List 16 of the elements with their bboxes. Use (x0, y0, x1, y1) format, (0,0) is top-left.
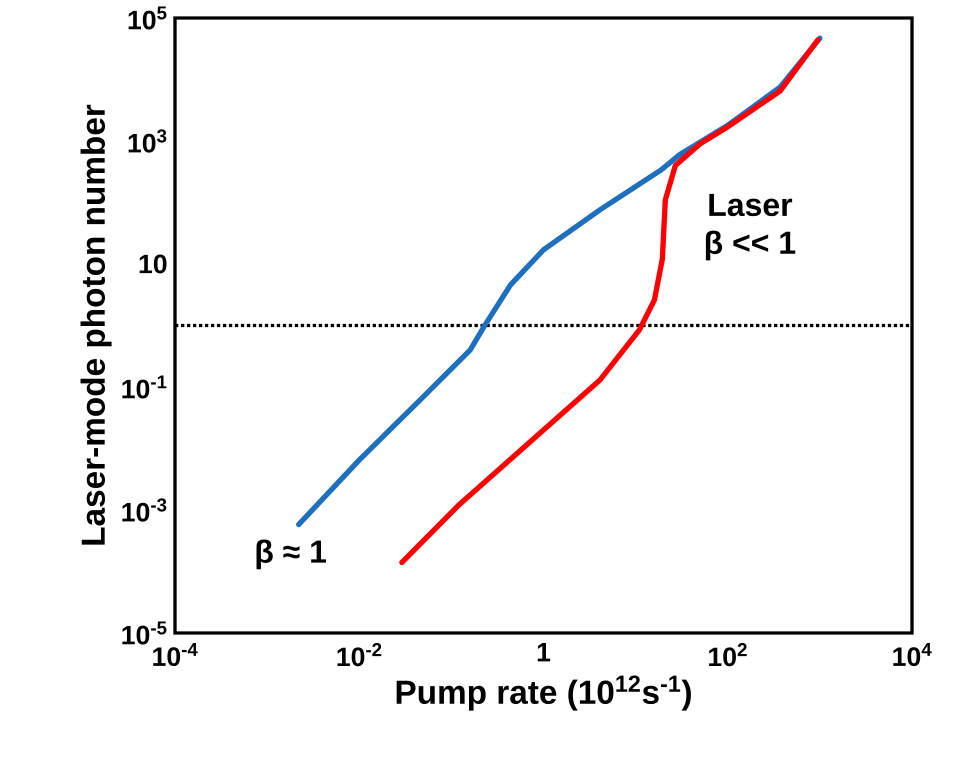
series-label: β ≈ 1 (256, 539, 326, 570)
x-tick-label: 1 (538, 643, 550, 662)
x-tick-label: 10$^{-2}$ (337, 643, 382, 666)
y-tick-label: 10$^{-3}$ (122, 498, 166, 522)
y-tick-label: 10$^{-1}$ (122, 375, 166, 399)
series-label: β << 1 (706, 230, 796, 260)
y-tick-label: 10 (140, 254, 167, 274)
y-tick-label: 10$^{5}$ (128, 6, 166, 30)
y-tick-label: 10$^{-5}$ (122, 621, 166, 645)
x-tick-label: 10$^{-4}$ (153, 643, 198, 666)
x-tick-label: 10$^{4}$ (893, 643, 932, 666)
y-tick-label: 10$^{3}$ (128, 129, 166, 153)
y-axis-title: Laser-mode photon number (80, 104, 112, 545)
x-tick-label: 10$^{2}$ (709, 643, 747, 666)
annotation: Laser (709, 194, 792, 216)
x-axis-title: Pump rate (10$^{12}$s$^{-1}$) (396, 675, 691, 711)
